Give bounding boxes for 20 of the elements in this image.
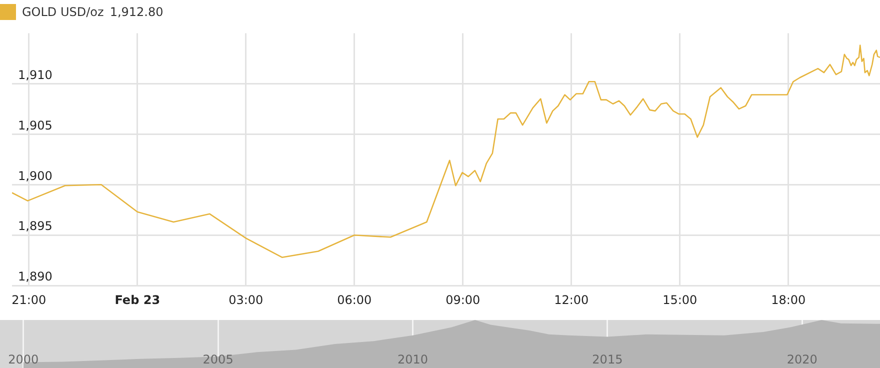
y-tick-label: 1,900	[18, 168, 52, 183]
x-tick-label: 2020	[786, 352, 818, 366]
text: 1,912.80	[110, 5, 164, 19]
x-tick-label: 2015	[592, 352, 623, 366]
y-tick-label: 1,895	[18, 219, 52, 234]
x-tick-label: 03:00	[228, 292, 264, 307]
y-tick-label: 1,905	[18, 118, 52, 132]
x-tick-label: 2000	[8, 352, 39, 366]
y-tick-label: 1,890	[18, 270, 52, 284]
y-tick-label: 1,910	[18, 68, 52, 82]
x-tick-label: 21:00	[12, 292, 46, 307]
legend-label: GOLD USD/oz	[22, 5, 104, 19]
x-tick-label: 2005	[202, 352, 234, 366]
x-tick-label: 18:00	[771, 292, 806, 307]
x-tick-label: 09:00	[446, 292, 480, 307]
x-tick-label: 06:00	[337, 292, 372, 307]
x-tick-label: 15:00	[662, 292, 698, 307]
x-tick-label: 2010	[397, 352, 428, 366]
x-tick-label: 12:00	[554, 292, 589, 307]
x-tick-label: Feb 23	[114, 292, 160, 307]
